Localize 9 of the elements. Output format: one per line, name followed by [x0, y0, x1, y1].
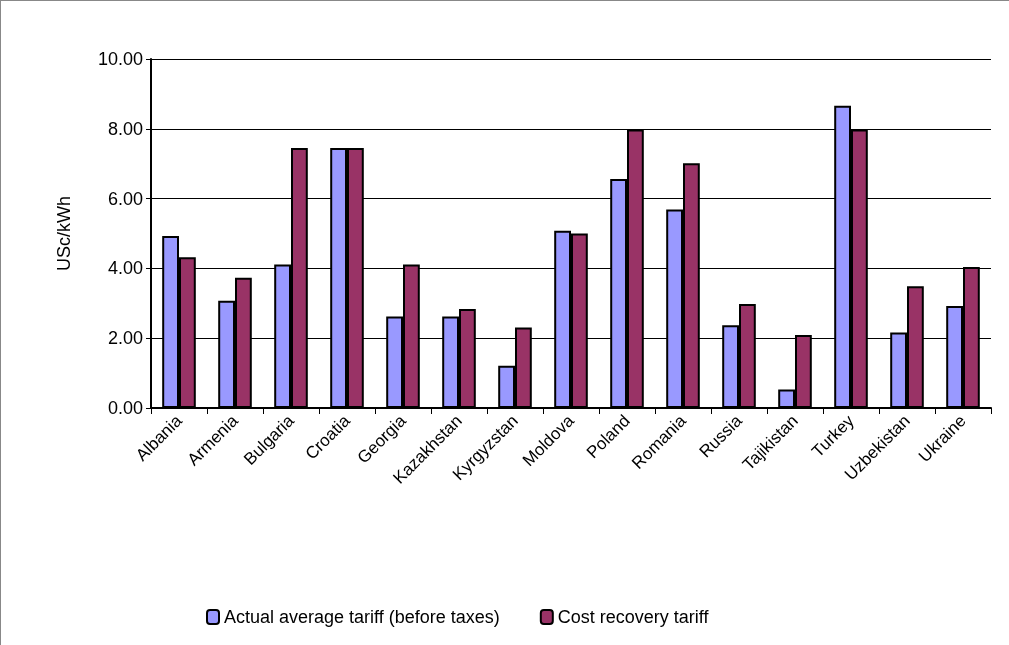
- legend-label: Actual average tariff (before taxes): [224, 607, 500, 627]
- y-tick-label: 4.00: [107, 258, 143, 279]
- y-tick-label: 0.00: [107, 398, 143, 418]
- legend-label: Cost recovery tariff: [557, 607, 710, 627]
- y-tick-label: 6.00: [107, 188, 143, 209]
- y-tick-label: 2.00: [107, 328, 143, 349]
- y-tick-label: 10.00: [97, 49, 143, 69]
- y-axis-title: USc/kWh: [54, 195, 74, 272]
- y-tick-label: 8.00: [107, 118, 143, 139]
